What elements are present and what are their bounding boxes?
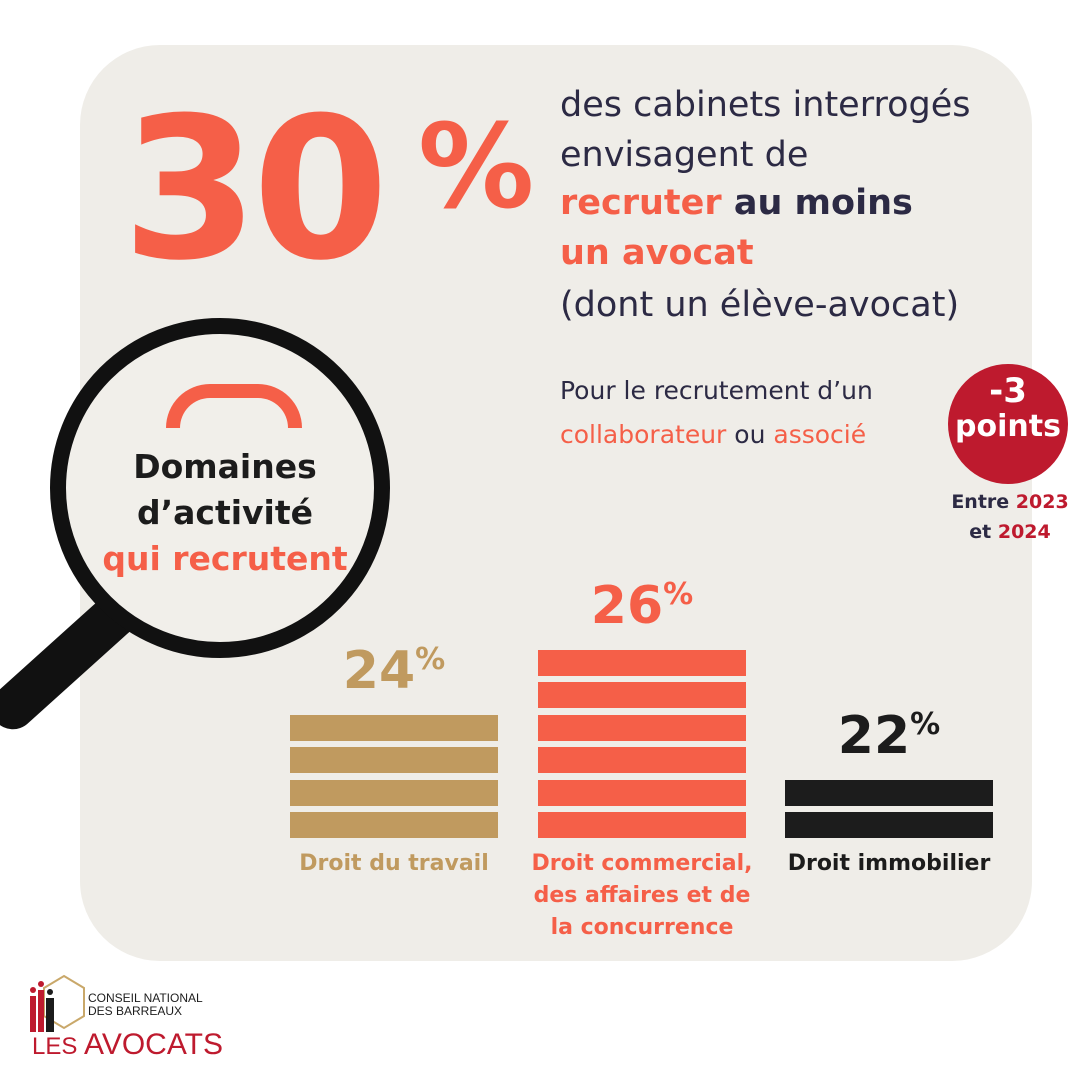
cnb-logo-line-1: CONSEIL NATIONAL	[88, 991, 203, 1005]
bar-3	[785, 779, 993, 838]
magnifier-title: Domaines d’activité qui recrutent	[55, 444, 395, 582]
change-badge: -3 points	[948, 364, 1068, 484]
bar-value-unit: %	[663, 576, 694, 612]
cnb-logo-brand: LES AVOCATS	[32, 1030, 223, 1060]
headline-line-3: recruter au moins	[560, 186, 913, 221]
change-badge-unit: points	[955, 409, 1061, 444]
change-period-end: 2024	[997, 521, 1051, 543]
headline-recruter: recruter	[560, 183, 722, 223]
magnifier-line-2: d’activité	[136, 493, 314, 532]
bar-stripe	[538, 682, 746, 708]
headline-number: 30	[122, 76, 389, 304]
headline-percent-sign: %	[418, 100, 535, 235]
cnb-logo-name: CONSEIL NATIONAL DES BARREAUX	[88, 992, 203, 1018]
magnifier-line-1: Domaines	[133, 447, 317, 486]
headline-line-1: des cabinets interrogés	[560, 85, 971, 125]
change-badge-value: -3	[989, 371, 1027, 411]
bar-category-label-line: la concurrence	[550, 915, 734, 940]
bar-value-number: 24	[342, 640, 416, 701]
magnifier-line-3: qui recrutent	[102, 539, 348, 578]
headline-line-2: envisagent de	[560, 135, 809, 175]
bar-stripe	[538, 747, 746, 773]
bar-stripe	[538, 714, 746, 741]
bar-stripe	[785, 779, 993, 806]
bar-category-label-line: Droit du travail	[299, 851, 489, 876]
bar-stripe	[290, 714, 498, 741]
bar-category-label-2: Droit commercial, des affaires et de la co…	[512, 848, 772, 944]
bar-2	[538, 649, 746, 838]
cnb-logo-icon	[30, 974, 85, 1032]
headline-line-4: un avocat	[560, 236, 754, 271]
recruitment-word-collaborateur: collaborateur	[560, 420, 727, 449]
bar-stripe	[290, 779, 498, 806]
headline-au-moins: au moins	[721, 183, 913, 223]
bar-category-label-1: Droit du travail	[264, 848, 524, 880]
bar-value-number: 26	[590, 575, 664, 636]
bar-stripe	[538, 779, 746, 806]
recruitment-word-associe: associé	[773, 420, 867, 449]
bar-value-unit: %	[415, 641, 446, 677]
bar-stripe	[538, 649, 746, 676]
change-period: Entre 2023 et 2024	[920, 487, 1080, 547]
bar-stripe	[538, 812, 746, 838]
cnb-logo-brand-les: LES	[32, 1033, 78, 1060]
bar-value-number: 22	[837, 705, 911, 766]
headline-un-avocat: un avocat	[560, 233, 754, 273]
change-period-joiner: et	[969, 521, 992, 543]
bar-category-label-line: Droit commercial,	[531, 851, 753, 876]
bar-value-label-2: 26%	[538, 576, 746, 632]
bar-category-label-3: Droit immobilier	[759, 848, 1019, 880]
cnb-logo-line-2: DES BARREAUX	[88, 1004, 183, 1018]
bar-category-label-line: des affaires et de	[533, 883, 751, 908]
bar-stripe	[290, 747, 498, 773]
bar-category-label-line: Droit immobilier	[787, 851, 991, 876]
recruitment-note-line-2: collaborateur ou associé	[560, 422, 866, 447]
change-period-prefix: Entre	[951, 491, 1010, 513]
recruitment-word-ou: ou	[726, 420, 774, 449]
change-period-start: 2023	[1015, 491, 1069, 513]
bar-value-label-1: 24%	[290, 641, 498, 697]
recruitment-note-line-1: Pour le recrutement d’un	[560, 376, 873, 405]
bar-1	[290, 714, 498, 838]
bar-stripe	[785, 812, 993, 838]
bar-stripe	[290, 812, 498, 838]
bar-value-label-3: 22%	[785, 706, 993, 762]
cnb-logo-brand-avocats: AVOCATS	[77, 1028, 223, 1061]
headline-line-5: (dont un élève-avocat)	[560, 285, 960, 325]
bar-value-unit: %	[910, 706, 941, 742]
